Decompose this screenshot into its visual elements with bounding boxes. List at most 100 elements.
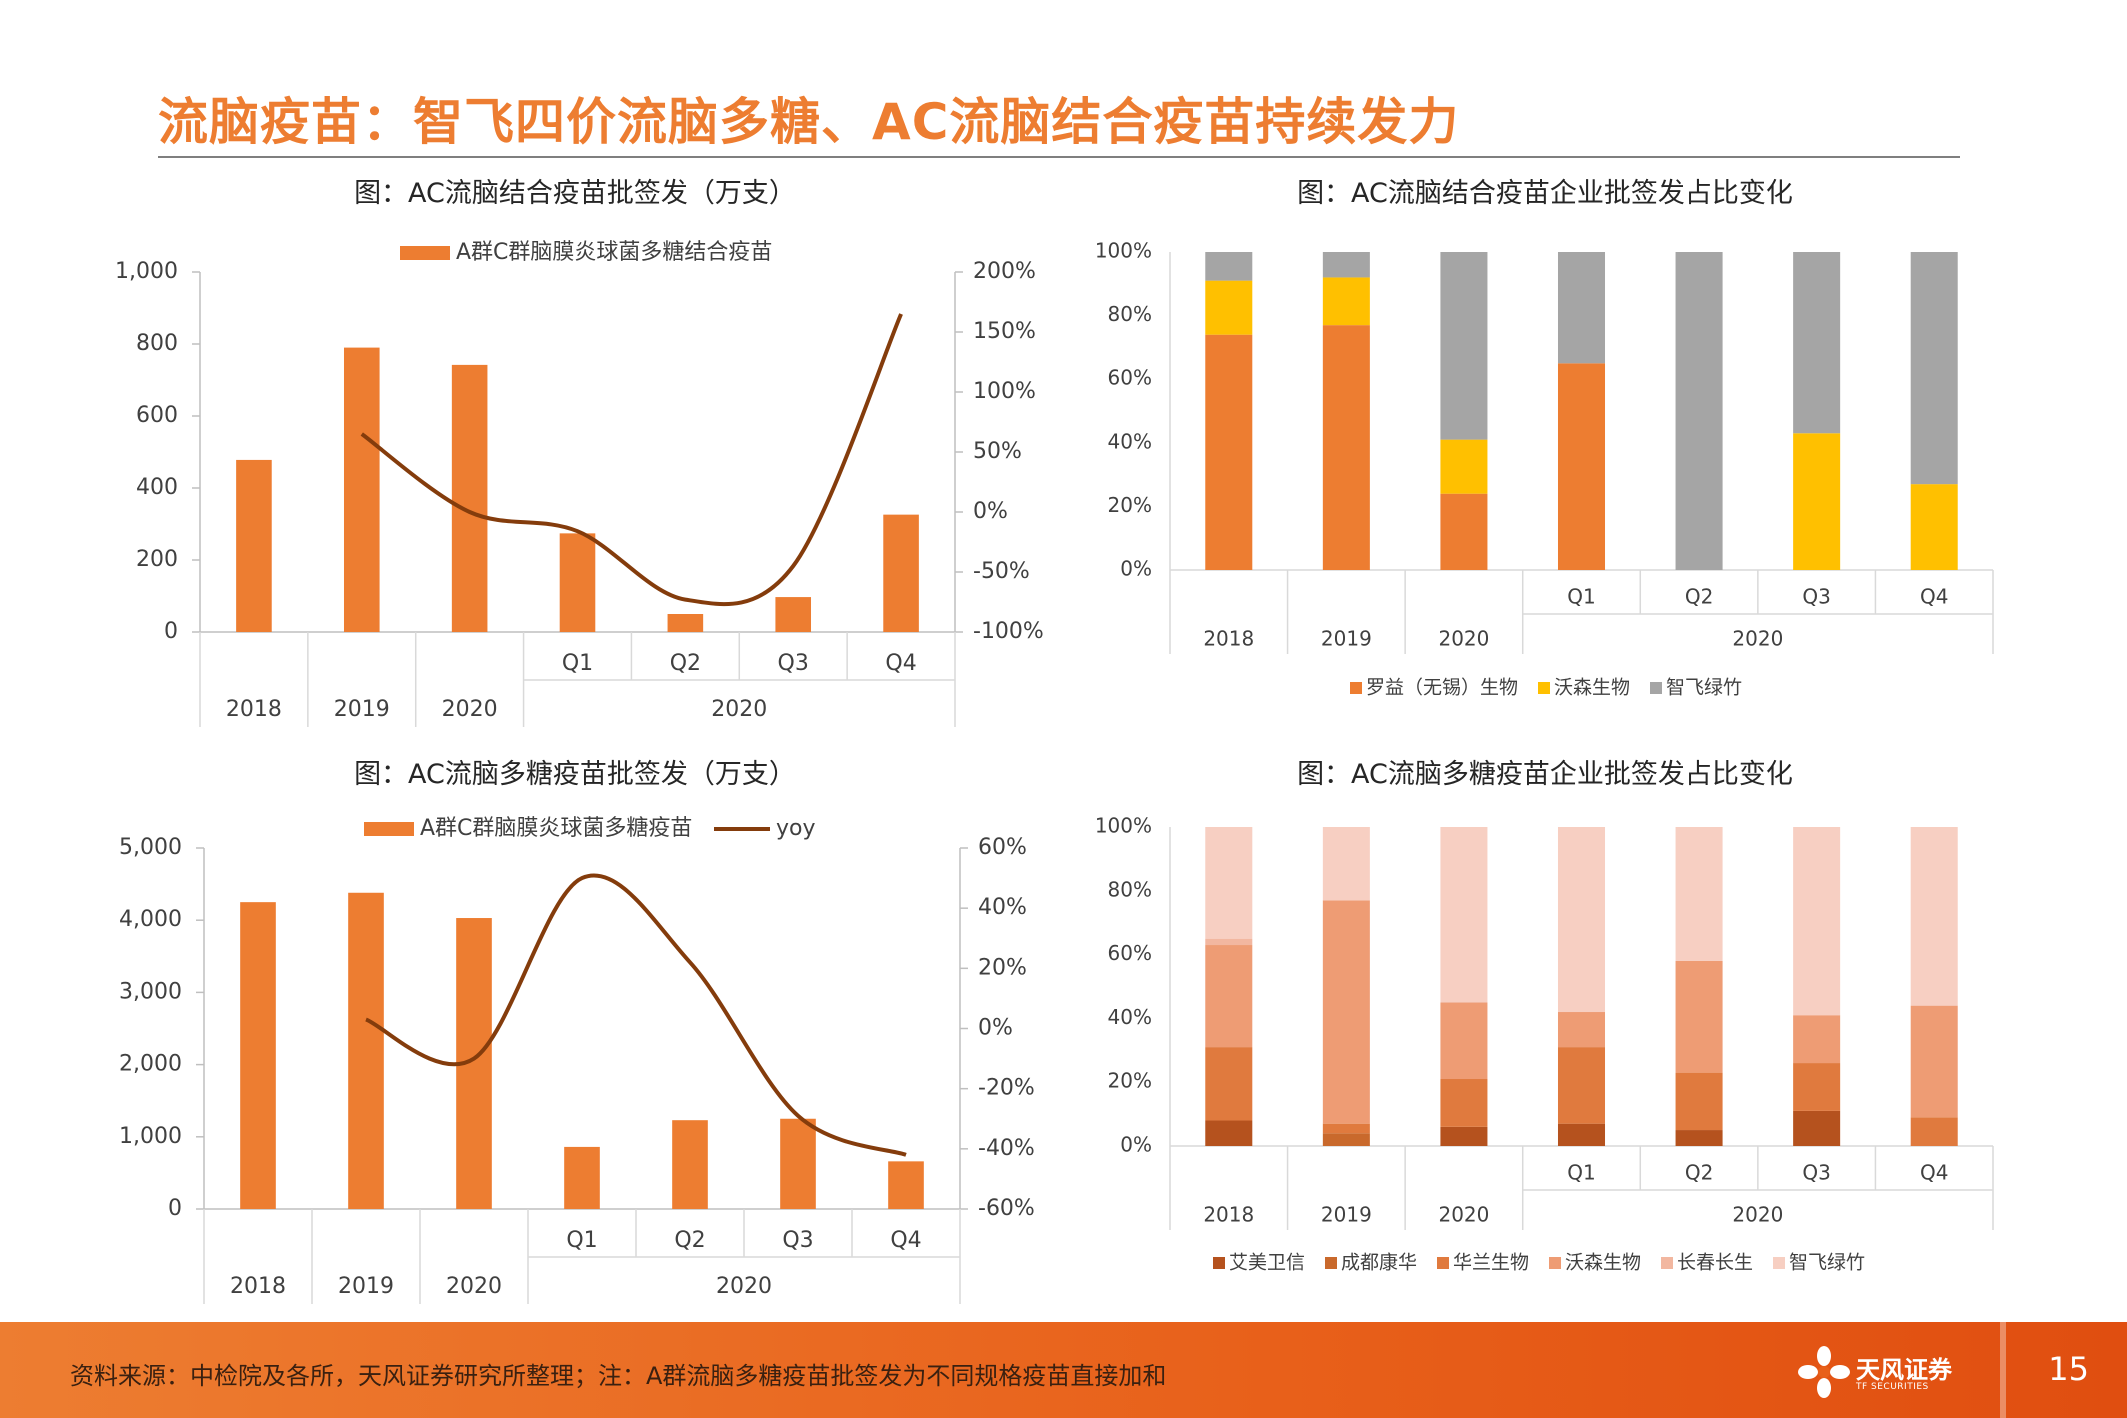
c1-x-label: 2019 <box>334 697 390 722</box>
c4-seg-2019-1 <box>1322 1133 1370 1146</box>
c1-bar-Q4 <box>883 514 919 632</box>
c4-seg-Q3-5 <box>1793 827 1841 1016</box>
brand-subtitle: TF SECURITIES <box>1856 1382 1929 1392</box>
c2-group-label: 2020 <box>1732 627 1783 651</box>
c3-ytick-label: 5,000 <box>119 835 182 860</box>
c2-x-label: Q2 <box>1685 585 1713 609</box>
c3-bar-Q1 <box>564 1146 600 1209</box>
c3-y2tick-label: -40% <box>978 1136 1035 1161</box>
brand-name: 天风证券 <box>1856 1356 1952 1384</box>
c2-seg-2019-1 <box>1322 277 1370 326</box>
c1-bar-Q1 <box>559 533 596 632</box>
c1-x-label: 2018 <box>226 697 282 722</box>
c3-bar-2019 <box>348 892 384 1209</box>
c4-group-label: 2020 <box>1732 1203 1783 1227</box>
c1-x-label: Q4 <box>885 651 916 676</box>
c4-seg-Q1-3 <box>1557 1012 1606 1048</box>
c3-ytick-label: 1,000 <box>119 1124 182 1149</box>
c4-seg-Q3-3 <box>1793 1015 1841 1064</box>
c4-seg-2018-3 <box>1205 945 1253 1048</box>
c4-seg-2019-2 <box>1322 1123 1370 1134</box>
c4-seg-Q3-0 <box>1793 1110 1841 1146</box>
c1-y2tick-label: 200% <box>973 259 1036 284</box>
page-title: 流脑疫苗：智飞四价流脑多糖、AC流脑结合疫苗持续发力 <box>158 93 1460 151</box>
c3-legend-line-label: yoy <box>776 816 816 841</box>
c4-x-label: Q2 <box>1685 1161 1713 1185</box>
c4-legend-swatch <box>1325 1257 1337 1269</box>
flower-logo-icon <box>1798 1346 1850 1398</box>
c2-seg-2018-2 <box>1205 252 1253 281</box>
c1-bar-Q3 <box>775 597 812 632</box>
c2-ytick-label: 100% <box>1095 239 1152 263</box>
c3-x-label: 2020 <box>446 1274 502 1299</box>
c4-legend-swatch <box>1213 1257 1225 1269</box>
c3-ytick-label: 3,000 <box>119 979 182 1004</box>
chart-1-title: 图：AC流脑结合疫苗批签发（万支） <box>354 178 796 209</box>
c1-legend-label: A群C群脑膜炎球菌多糖结合疫苗 <box>456 240 772 265</box>
c1-y2tick-label: 0% <box>973 499 1008 524</box>
c4-seg-Q2-2 <box>1675 1072 1723 1131</box>
footer-bar: 资料来源：中检院及各所，天风证券研究所整理；注：A群流脑多糖疫苗批签发为不同规格… <box>0 1322 2127 1418</box>
c4-legend-swatch <box>1549 1257 1561 1269</box>
c4-seg-2020-2 <box>1440 1079 1488 1127</box>
c4-legend-swatch <box>1661 1257 1673 1269</box>
c4-x-label: Q4 <box>1920 1161 1948 1185</box>
c1-ytick-label: 800 <box>136 331 178 356</box>
c2-seg-2020-0 <box>1440 493 1488 570</box>
c3-ytick-label: 2,000 <box>119 1052 182 1077</box>
c4-x-label: 2019 <box>1321 1203 1372 1227</box>
c2-seg-2018-1 <box>1205 280 1253 335</box>
c1-ytick-label: 1,000 <box>115 259 178 284</box>
c2-ytick-label: 60% <box>1108 366 1152 390</box>
c4-ytick-label: 40% <box>1108 1005 1152 1029</box>
c2-ytick-label: 40% <box>1108 429 1152 453</box>
c2-seg-Q1-2 <box>1557 252 1606 364</box>
c2-seg-2019-2 <box>1322 252 1370 278</box>
c3-ytick-label: 0 <box>168 1196 182 1221</box>
c3-bar-Q4 <box>888 1161 924 1209</box>
c1-y2tick-label: 50% <box>973 439 1022 464</box>
chart-4-title: 图：AC流脑多糖疫苗企业批签发占比变化 <box>1297 759 1793 790</box>
c3-y2tick-label: 0% <box>978 1016 1013 1041</box>
c1-ytick-label: 0 <box>164 619 178 644</box>
c4-seg-Q2-0 <box>1675 1130 1723 1146</box>
title-divider <box>158 156 1960 158</box>
c4-x-label: Q3 <box>1802 1161 1830 1185</box>
c1-legend-swatch <box>400 246 450 260</box>
c2-seg-Q3-1 <box>1793 433 1841 570</box>
c4-seg-Q1-5 <box>1557 827 1606 1013</box>
c2-ytick-label: 80% <box>1108 302 1152 326</box>
brand-logo: 天风证券 TF SECURITIES <box>1796 1344 1986 1400</box>
c4-ytick-label: 80% <box>1108 877 1152 901</box>
c1-bar-2018 <box>236 459 272 632</box>
c2-x-label: 2018 <box>1203 627 1254 651</box>
c1-y2tick-label: -50% <box>973 559 1030 584</box>
c4-seg-Q3-2 <box>1793 1063 1841 1111</box>
c4-ytick-label: 100% <box>1095 814 1152 838</box>
c4-seg-Q2-3 <box>1675 960 1723 1073</box>
c2-x-label: Q3 <box>1802 585 1830 609</box>
c4-legend-label: 沃森生物 <box>1565 1252 1641 1274</box>
c4-legend-label: 智飞绿竹 <box>1789 1252 1865 1274</box>
c1-y2tick-label: 100% <box>973 379 1036 404</box>
c2-legend-label: 罗益（无锡）生物 <box>1366 677 1518 699</box>
c3-y2tick-label: -20% <box>978 1076 1035 1101</box>
c1-x-label: Q2 <box>670 651 701 676</box>
c1-ytick-label: 200 <box>136 547 178 572</box>
c3-x-label: Q2 <box>674 1228 705 1253</box>
c4-x-label: Q1 <box>1567 1161 1595 1185</box>
c1-y2tick-label: 150% <box>973 319 1036 344</box>
c4-seg-2018-5 <box>1205 827 1253 939</box>
c4-legend-label: 艾美卫信 <box>1229 1252 1305 1274</box>
c4-seg-2020-0 <box>1440 1126 1488 1146</box>
c3-x-label: Q1 <box>566 1228 597 1253</box>
c2-seg-Q4-1 <box>1910 484 1958 570</box>
c1-x-label: 2020 <box>442 697 498 722</box>
c3-x-label: Q4 <box>890 1228 921 1253</box>
c4-x-label: 2018 <box>1203 1203 1254 1227</box>
c2-x-label: 2020 <box>1438 627 1489 651</box>
page-number-divider <box>2000 1322 2006 1418</box>
c2-legend-swatch <box>1538 682 1550 694</box>
c4-seg-Q1-0 <box>1557 1123 1606 1146</box>
